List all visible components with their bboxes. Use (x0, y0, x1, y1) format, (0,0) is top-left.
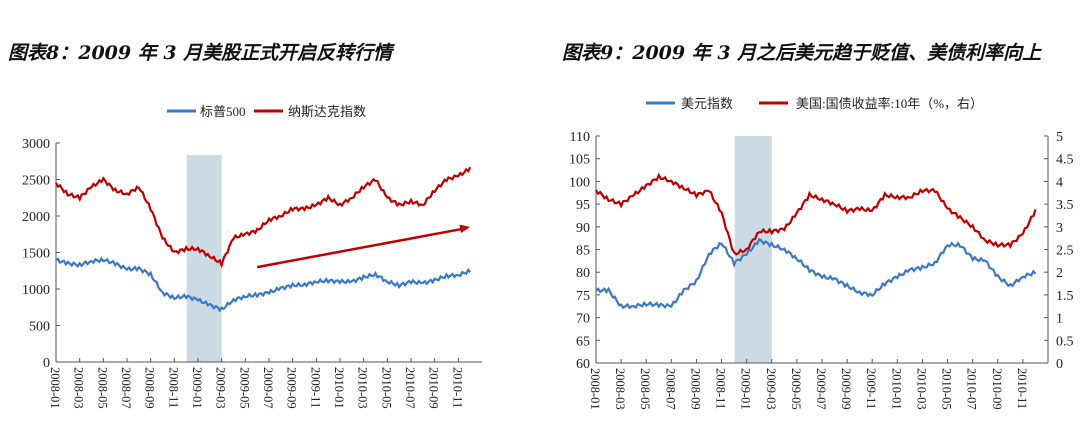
y-tick-label: 500 (29, 320, 50, 335)
x-tick-label: 2010-05 (940, 368, 954, 410)
x-tick-label: 2009-11 (308, 367, 322, 408)
x-tick-label: 2008-07 (119, 367, 133, 409)
legend-label: 美国:国债收益率:10年（%，右） (796, 96, 983, 111)
chart-8: 0 500 1000 1500 2000 2500 3000 2008-01 2008-03 20… (22, 104, 482, 409)
x-tick-label: 2008-09 (688, 368, 702, 410)
x-tick-label: 2008-09 (143, 367, 157, 409)
x-tick-label: 2010-07 (403, 367, 417, 409)
y2-tick-label: 3.5 (1056, 198, 1074, 213)
y-tick-label: 3000 (22, 137, 50, 152)
y-tick-label: 2000 (22, 210, 50, 225)
y2-tick-label: 4 (1056, 175, 1063, 190)
y-tick-label: 1500 (22, 247, 50, 262)
x-tick-label: 2008-05 (95, 367, 109, 409)
x-tick-label: 2009-03 (214, 367, 228, 409)
x-tick-label: 2008-01 (48, 367, 62, 409)
chart-9-title: 图表9：2009 年 3 月之后美元趋于贬值、美债利率向上 (562, 42, 1042, 64)
y2-tick-label: 3 (1056, 221, 1063, 236)
y2-tick-label: 0 (1056, 357, 1063, 372)
x-tick-label: 2009-09 (285, 367, 299, 409)
y-tick-label: 0 (43, 356, 50, 371)
x-tick-label: 2010-03 (914, 368, 928, 410)
arrow-head-icon (459, 224, 471, 234)
x-tick-label: 2010-09 (427, 367, 441, 409)
series-line-1 (595, 237, 1037, 310)
x-tick-label: 2008-03 (613, 368, 627, 410)
x-tick-label: 2008-11 (166, 367, 180, 408)
trend-arrow (256, 227, 463, 269)
shaded-period (186, 155, 222, 362)
x-tick-label: 2008-11 (714, 368, 728, 409)
series-line-2 (595, 172, 1037, 256)
y-tick-label: 95 (576, 198, 590, 213)
y-tick-label: 110 (570, 130, 590, 145)
x-tick-label: 2009-11 (864, 368, 878, 409)
y2-tick-label: 4.5 (1056, 153, 1074, 168)
y-tick-label: 75 (576, 289, 590, 304)
x-tick-label: 2008-07 (663, 368, 677, 410)
y2-tick-label: 2 (1056, 266, 1063, 281)
x-tick-label: 2010-07 (965, 368, 979, 410)
legend-label: 纳斯达克指数 (288, 104, 366, 119)
x-tick-label: 2009-05 (237, 367, 251, 409)
y-tick-label: 1000 (22, 283, 50, 298)
y2-tick-label: 5 (1056, 130, 1063, 145)
y-tick-label: 2500 (22, 174, 50, 189)
y-tick-label: 85 (576, 244, 590, 259)
x-tick-label: 2009-07 (814, 368, 828, 410)
y-tick-label: 100 (569, 175, 590, 190)
series-line-1 (55, 256, 472, 313)
y-tick-label: 90 (576, 221, 590, 236)
x-tick-label: 2008-03 (72, 367, 86, 409)
x-tick-label: 2010-01 (889, 368, 903, 410)
y2-tick-label: 1.5 (1056, 289, 1074, 304)
x-tick-label: 2009-05 (789, 368, 803, 410)
x-tick-label: 2009-01 (190, 367, 204, 409)
y-tick-label: 80 (576, 266, 590, 281)
x-tick-label: 2009-07 (261, 367, 275, 409)
x-tick-label: 2009-09 (839, 368, 853, 410)
legend-label: 标普500 (200, 104, 246, 119)
x-tick-label: 2010-11 (450, 367, 464, 408)
y2-tick-label: 2.5 (1056, 244, 1074, 259)
series-line-2 (55, 166, 472, 269)
x-tick-label: 2009-03 (764, 368, 778, 410)
x-tick-label: 2010-05 (379, 367, 393, 409)
x-tick-label: 2010-03 (356, 367, 370, 409)
y-tick-label: 105 (569, 153, 590, 168)
y-tick-label: 70 (576, 312, 590, 327)
chart-9: 60 65 70 75 80 85 90 95 100 105 110 0 0.5 1 1.5 2 2.5 3 3.… (569, 96, 1074, 410)
x-tick-label: 2010-01 (332, 367, 346, 409)
legend-label: 美元指数 (681, 96, 733, 111)
x-tick-label: 2009-01 (739, 368, 753, 410)
x-tick-label: 2010-11 (1015, 368, 1029, 409)
y2-tick-label: 1 (1056, 312, 1063, 327)
y2-tick-label: 0.5 (1056, 334, 1074, 349)
x-tick-label: 2010-09 (990, 368, 1004, 410)
y-tick-label: 60 (576, 357, 590, 372)
x-tick-label: 2008-01 (588, 368, 602, 410)
y-tick-label: 65 (576, 334, 590, 349)
x-tick-label: 2008-05 (638, 368, 652, 410)
chart-8-title: 图表8：2009 年 3 月美股正式开启反转行情 (8, 42, 393, 64)
